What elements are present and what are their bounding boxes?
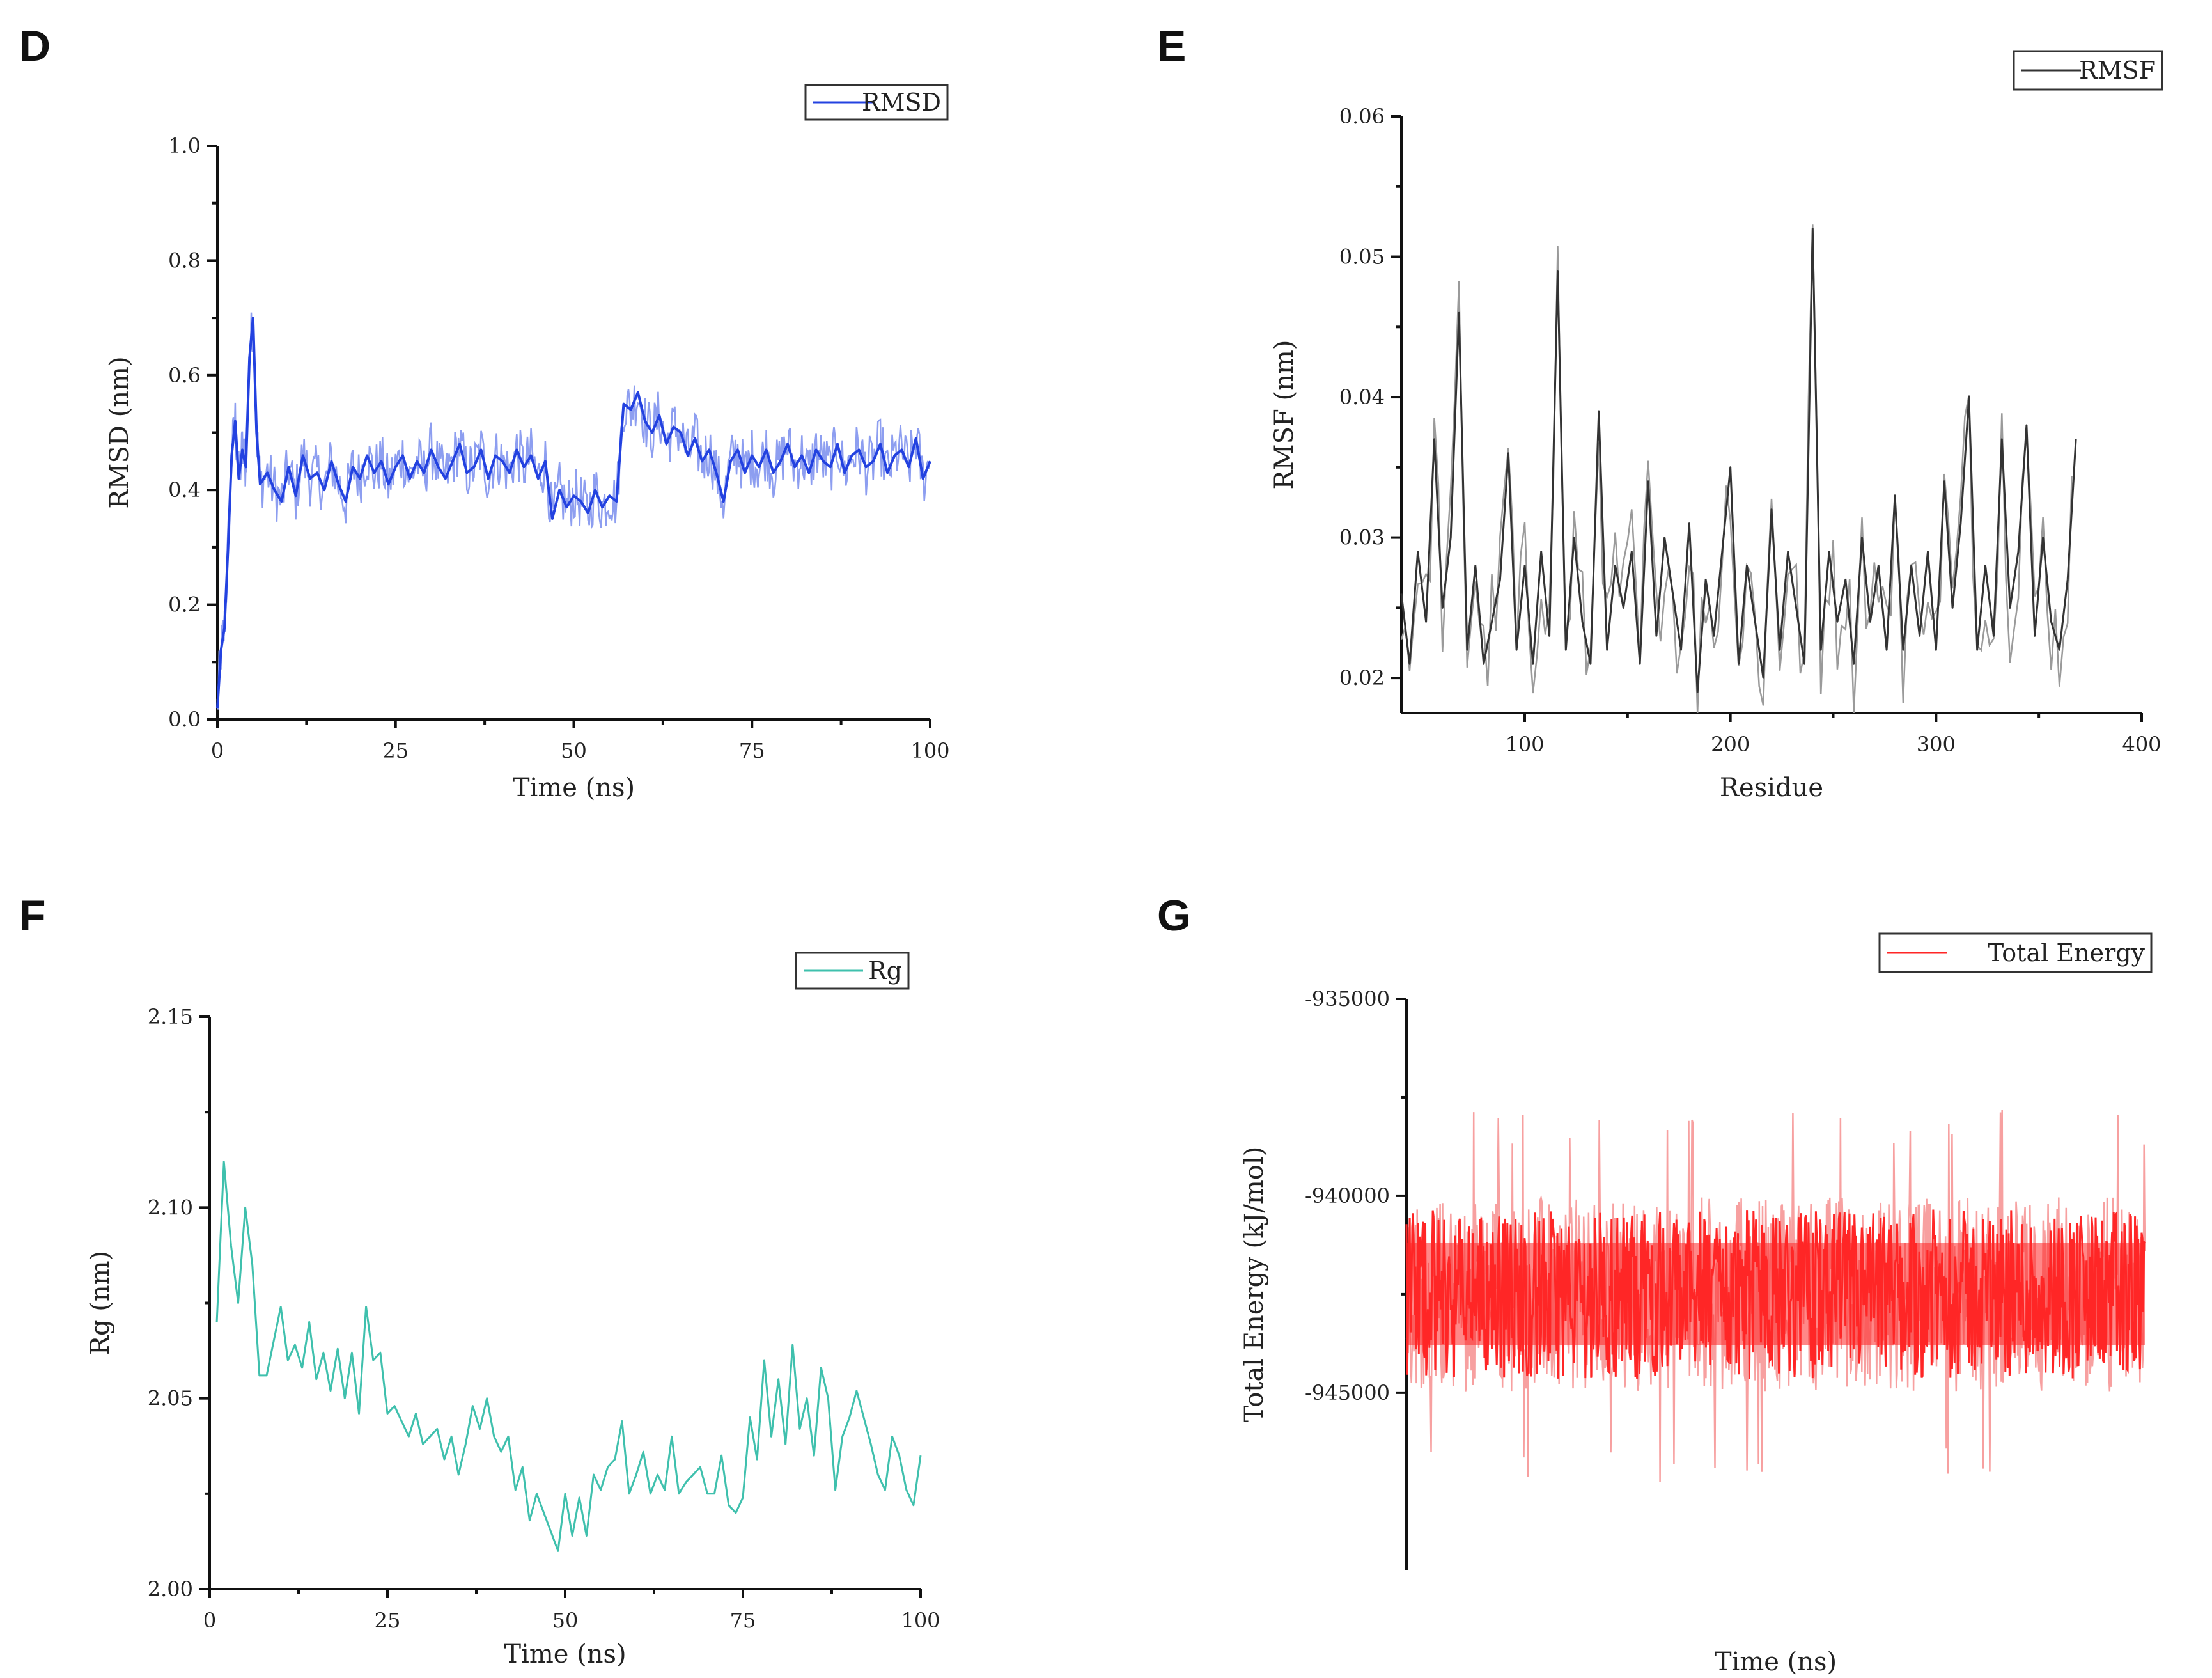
x-tick-label: 75: [730, 1608, 756, 1633]
panel-letter-e: E: [1157, 22, 1186, 70]
legend-label: Total Energy: [1988, 939, 2146, 967]
x-axis-title: Time (ns): [504, 1640, 626, 1669]
panel-letter-d: D: [19, 22, 51, 70]
y-tick-label: 0.8: [168, 248, 201, 272]
y-axis-title: Total Energy (kJ/mol): [1240, 1147, 1269, 1423]
series-line-noise: [216, 312, 930, 710]
series-line-rmsf: [1400, 228, 2077, 693]
y-axis-title: Rg (nm): [86, 1251, 115, 1355]
y-tick-label: 0.02: [1339, 666, 1385, 690]
chart-rmsf: 0.02 0.03 0.04 0.05 0.06 100 200 300 400 Residue R…: [1270, 50, 2163, 803]
x-axis-title: Residue: [1720, 773, 1823, 803]
legend-label: Rg: [868, 957, 902, 985]
y-tick-label: 0.0: [168, 707, 201, 732]
chart-rg: 2.00 2.05 2.10 2.15 0 25 50 75 100 Time (ns) Rg (n…: [86, 952, 940, 1669]
y-tick-label: 0.2: [168, 593, 201, 617]
y-tick-label: 0.05: [1339, 245, 1385, 269]
legend: RMSF: [2013, 50, 2163, 91]
y-tick-label: 0.04: [1339, 385, 1385, 409]
y-tick-label: -945000: [1305, 1381, 1390, 1405]
y-axis-title: RMSF (nm): [1270, 340, 1299, 490]
x-axis-title: Time (ns): [1715, 1647, 1837, 1677]
x-axis-title: Time (ns): [513, 773, 635, 803]
x-tick-label: 400: [2122, 732, 2161, 757]
x-tick-label: 100: [1505, 732, 1544, 757]
x-tick-label: 25: [375, 1608, 401, 1633]
y-tick-label: 1.0: [168, 134, 201, 158]
series-line-rg: [215, 1161, 922, 1552]
y-tick-label: 0.06: [1339, 104, 1385, 129]
chart-total-energy: -935000 -940000 -945000 Time (ns) Total Ener…: [1240, 932, 2153, 1677]
x-tick-label: 0: [211, 739, 224, 763]
panel-letter-g: G: [1157, 891, 1191, 940]
chart-rmsd: 0.0 0.2 0.4 0.6 0.8 1.0 0 25 50 75 100 Time (ns) RMS…: [105, 84, 950, 803]
y-tick-label: 2.05: [148, 1386, 193, 1411]
panel-letter-f: F: [19, 891, 46, 940]
y-tick-label: 2.00: [148, 1577, 193, 1601]
y-axis-title: RMSD (nm): [105, 356, 134, 508]
y-tick-label: -935000: [1305, 987, 1390, 1011]
y-tick-label: 2.15: [148, 1005, 193, 1029]
x-tick-label: 300: [1917, 732, 1956, 757]
x-tick-label: 25: [382, 739, 409, 763]
legend: Rg: [795, 952, 910, 990]
x-tick-label: 75: [739, 739, 765, 763]
legend: Total Energy: [1878, 932, 2153, 973]
legend-label: RMSD: [862, 88, 941, 116]
x-tick-label: 200: [1711, 732, 1750, 757]
legend-label: RMSF: [2079, 56, 2156, 84]
y-tick-label: 2.10: [148, 1195, 193, 1219]
x-tick-label: 50: [561, 739, 587, 763]
x-tick-label: 100: [910, 739, 949, 763]
legend: RMSD: [804, 84, 949, 121]
x-tick-label: 100: [901, 1608, 940, 1633]
y-tick-label: 0.6: [168, 363, 201, 388]
series-line-rmsd: [216, 317, 931, 709]
y-tick-label: 0.4: [168, 478, 201, 502]
x-tick-label: 50: [552, 1608, 579, 1633]
y-tick-label: -940000: [1305, 1184, 1390, 1208]
series-band-total-energy: [1406, 1243, 2145, 1345]
x-tick-label: 0: [203, 1608, 216, 1633]
y-tick-label: 0.03: [1339, 526, 1385, 550]
